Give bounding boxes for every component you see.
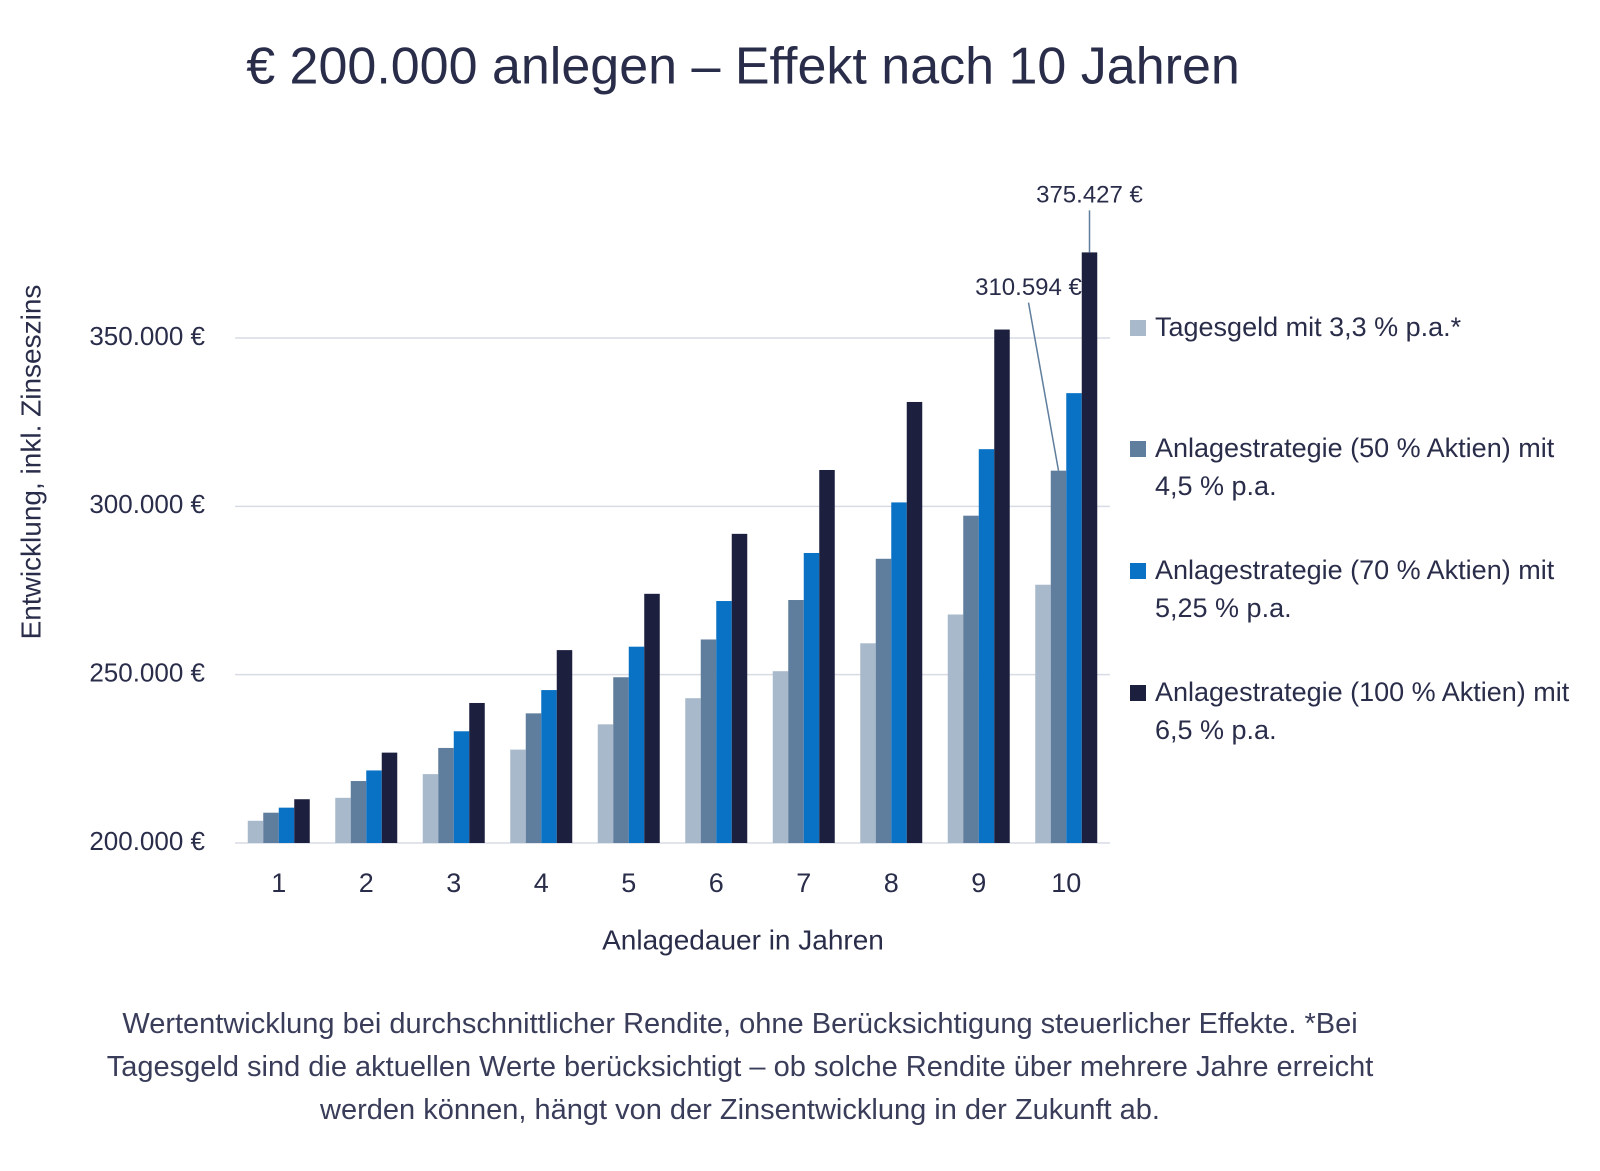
x-tick-label: 9 <box>971 868 986 898</box>
bar <box>335 797 351 843</box>
y-axis-label: Entwicklung, inkl. Zinseszins <box>15 285 46 640</box>
bar <box>247 820 264 843</box>
bar <box>700 639 717 843</box>
bar <box>716 601 732 843</box>
bar <box>685 698 701 843</box>
bar <box>469 702 485 843</box>
bar <box>731 533 748 843</box>
legend-entry: Anlagestrategie (50 % Aktien) mit 4,5 % … <box>1130 429 1575 505</box>
bar <box>860 643 876 843</box>
x-tick-label: 10 <box>1051 868 1081 898</box>
bar <box>772 671 789 843</box>
bar <box>556 650 573 843</box>
bar <box>978 449 995 843</box>
y-tick-label: 250.000 € <box>89 658 205 688</box>
bar <box>541 690 557 843</box>
bar <box>947 614 964 843</box>
legend-swatch <box>1130 685 1146 701</box>
legend-swatch <box>1130 320 1146 336</box>
bar <box>891 502 907 843</box>
x-tick-label: 5 <box>621 868 636 898</box>
bar <box>438 747 454 843</box>
bar <box>1066 393 1082 843</box>
x-tick-label: 3 <box>446 868 461 898</box>
bar <box>381 752 398 843</box>
legend-swatch <box>1130 441 1146 457</box>
bar <box>294 799 310 843</box>
x-tick-label: 2 <box>359 868 374 898</box>
y-tick-label: 300.000 € <box>89 489 205 519</box>
bar <box>350 781 367 843</box>
data-label: 375.427 € <box>1036 182 1143 209</box>
bar <box>613 677 629 843</box>
x-tick-label: 1 <box>271 868 286 898</box>
bar <box>963 515 979 843</box>
x-tick-label: 7 <box>796 868 811 898</box>
legend-label: Anlagestrategie (70 % Aktien) mit 5,25 %… <box>1155 555 1555 623</box>
bar <box>453 731 470 843</box>
bar <box>875 558 892 843</box>
legend-swatch <box>1130 563 1146 579</box>
data-label: 310.594 € <box>975 274 1082 301</box>
bar <box>278 807 295 843</box>
bar <box>788 600 804 843</box>
y-tick-label: 200.000 € <box>89 826 205 856</box>
y-tick-label: 350.000 € <box>89 321 205 351</box>
legend-label: Anlagestrategie (50 % Aktien) mit 4,5 % … <box>1155 433 1555 501</box>
x-axis-label: Anlagedauer in Jahren <box>602 924 884 955</box>
bar <box>510 749 526 843</box>
bar <box>819 469 835 843</box>
annotation-line <box>1027 302 1060 471</box>
legend-entry: Anlagestrategie (100 % Aktien) mit 6,5 %… <box>1130 673 1575 749</box>
bar <box>422 774 439 843</box>
bar <box>644 593 660 843</box>
bar <box>994 329 1010 844</box>
bar <box>597 724 614 843</box>
x-tick-label: 4 <box>534 868 549 898</box>
legend-label: Anlagestrategie (100 % Aktien) mit 6,5 %… <box>1155 677 1570 745</box>
bar <box>803 552 820 843</box>
x-tick-label: 8 <box>884 868 899 898</box>
bar <box>263 812 279 843</box>
bar <box>525 713 542 843</box>
legend-entry: Tagesgeld mit 3,3 % p.a.* <box>1130 308 1575 346</box>
footnote: Wertentwicklung bei durchschnittlicher R… <box>106 1008 1374 1126</box>
bar <box>1081 252 1098 844</box>
bar <box>1050 470 1067 843</box>
x-tick-label: 6 <box>709 868 724 898</box>
bar <box>366 770 382 843</box>
legend-entry: Anlagestrategie (70 % Aktien) mit 5,25 %… <box>1130 551 1575 627</box>
bar <box>628 646 645 843</box>
chart-title: € 200.000 anlegen – Effekt nach 10 Jahre… <box>246 38 1240 96</box>
legend-label: Tagesgeld mit 3,3 % p.a.* <box>1155 312 1462 342</box>
bar <box>1035 584 1051 843</box>
bar <box>906 401 923 843</box>
